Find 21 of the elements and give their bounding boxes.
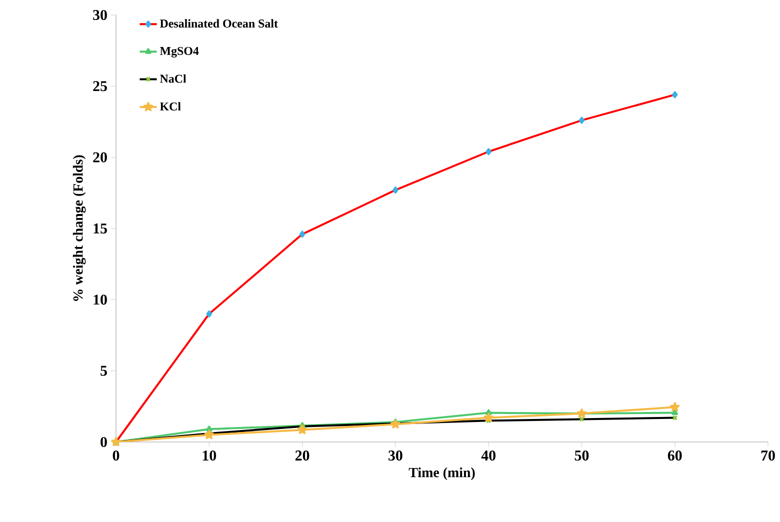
x-tick-label: 70 xyxy=(761,450,775,461)
x-tick-label: 10 xyxy=(202,450,216,461)
x-tick-label: 60 xyxy=(668,450,682,461)
y-tick-label: 5 xyxy=(100,366,107,376)
x-tick-label: 0 xyxy=(112,450,120,461)
y-tick-label: 0 xyxy=(100,436,107,448)
x-tick-label: 40 xyxy=(481,450,496,461)
x-axis-title: Time (min) xyxy=(408,467,475,480)
y-tick-label: 20 xyxy=(93,152,107,162)
legend-label: MgSO4 xyxy=(160,46,199,58)
legend-label: NaCl xyxy=(160,74,186,83)
x-tick-label: 50 xyxy=(574,450,589,461)
x-tick-label: 30 xyxy=(388,450,402,461)
x-tick-label: 20 xyxy=(295,450,310,461)
y-tick-label: 15 xyxy=(94,223,107,234)
legend-label: KCl xyxy=(160,102,181,111)
y-tick-label: 25 xyxy=(93,81,107,92)
y-tick-label: 10 xyxy=(94,294,107,305)
legend-label: Desalinated Ocean Salt xyxy=(160,19,278,28)
y-tick-label: 30 xyxy=(93,10,107,20)
y-axis-title: % weight change (Folds) xyxy=(72,155,86,301)
